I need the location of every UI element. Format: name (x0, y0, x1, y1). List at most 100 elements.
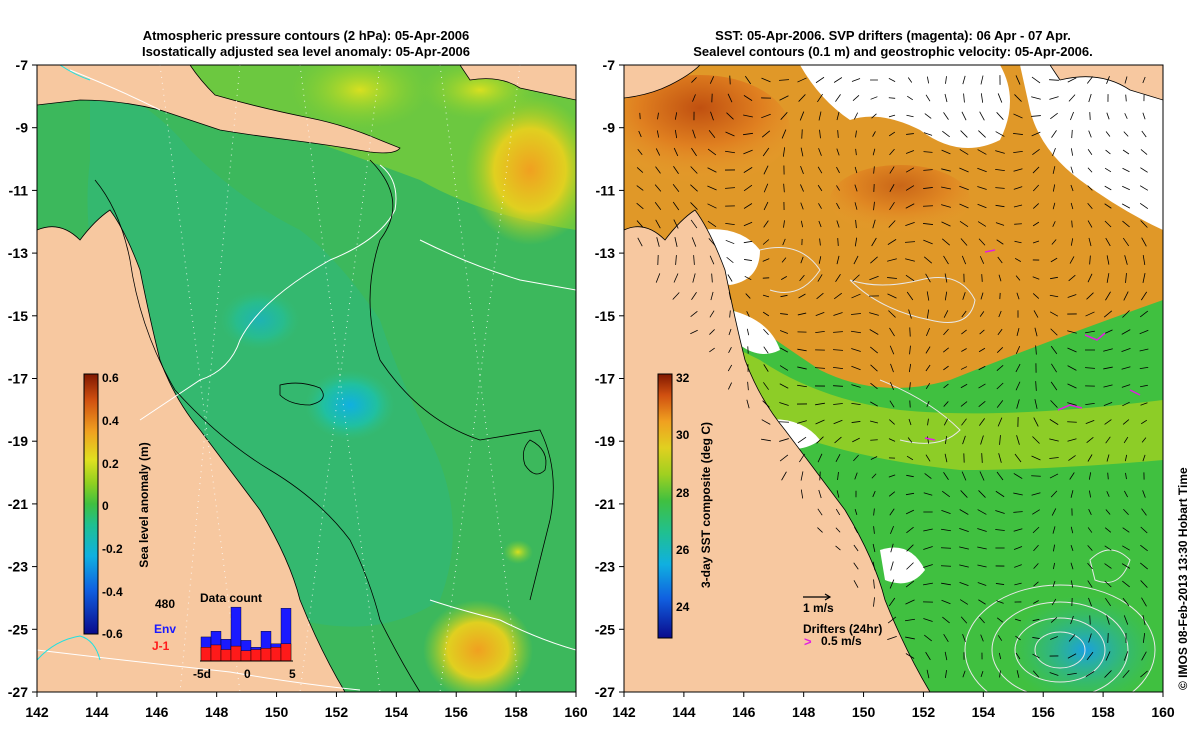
velocity-arrow (871, 237, 877, 247)
right-x-tick-label: 144 (672, 704, 696, 720)
left-x-tick-label: 152 (325, 704, 349, 720)
velocity-arrow (1087, 220, 1093, 228)
velocity-arrow (1142, 273, 1146, 283)
velocity-arrow (873, 166, 875, 174)
velocity-arrow (761, 130, 771, 138)
velocity-arrow (1088, 93, 1092, 103)
right-cbar-tick: 30 (676, 428, 690, 442)
velocity-arrow (978, 599, 986, 605)
velocity-arrow (995, 222, 1005, 226)
velocity-arrow (761, 419, 771, 425)
velocity-arrow (1085, 403, 1095, 405)
velocity-arrow (1141, 508, 1147, 516)
velocity-arrow (1016, 292, 1020, 300)
left-cbar-tick: 0.6 (102, 371, 119, 385)
velocity-arrow (778, 79, 790, 81)
velocity-arrow (1141, 237, 1147, 247)
velocity-arrow (1103, 366, 1113, 370)
velocity-arrow (1089, 615, 1091, 625)
left-cbar-tick: -0.2 (102, 542, 123, 556)
velocity-arrow (1014, 223, 1022, 225)
velocity-arrow (763, 328, 769, 336)
velocity-arrow (1086, 292, 1094, 300)
velocity-arrow (1089, 255, 1091, 265)
velocity-arrow (889, 345, 895, 355)
velocity-arrow (872, 490, 876, 498)
velocity-arrow (725, 222, 735, 226)
velocity-arrow (836, 255, 840, 265)
velocity-arrow (1140, 419, 1148, 425)
velocity-arrow (832, 349, 844, 351)
velocity-arrow (980, 670, 984, 678)
left-x-tick-label: 150 (265, 704, 289, 720)
left-x-tick-label: 146 (145, 704, 169, 720)
velocity-arrow (690, 329, 698, 335)
velocity-arrow (797, 348, 807, 352)
right-cbar-tick: 24 (676, 600, 690, 614)
velocity-arrow (905, 167, 915, 173)
velocity-arrow (797, 312, 807, 316)
right-y-tick-label: -13 (595, 245, 615, 261)
velocity-arrow (1014, 258, 1022, 262)
velocity-arrow (851, 78, 861, 82)
velocity-arrow (836, 111, 840, 121)
velocity-arrow (854, 184, 858, 192)
velocity-arrow (1142, 76, 1146, 84)
velocity-arrow (636, 185, 644, 191)
left-y-tick-label: -21 (8, 496, 28, 512)
left-orange-patch-north (465, 95, 576, 245)
velocity-arrow (780, 313, 788, 315)
velocity-arrow (854, 526, 858, 534)
velocity-arrow (851, 403, 861, 405)
velocity-arrow (815, 76, 825, 84)
velocity-arrow (1049, 311, 1059, 317)
velocity-arrow (907, 95, 913, 101)
velocity-arrow (1085, 367, 1095, 369)
velocity-arrow (1087, 273, 1093, 283)
velocity-arrow (995, 583, 1005, 585)
velocity-arrow (980, 634, 984, 642)
velocity-arrow (1086, 436, 1094, 444)
velocity-arrow (1103, 348, 1113, 352)
left-colorbar-ticks: 0.6 0.4 0.2 0 -0.2 -0.4 -0.6 (102, 371, 123, 641)
velocity-arrow (707, 203, 717, 209)
velocity-arrow (980, 75, 984, 85)
right-x-tick-label: 154 (972, 704, 996, 720)
velocity-arrow (1088, 237, 1092, 247)
velocity-arrow (1067, 402, 1077, 406)
velocity-arrow (674, 237, 678, 247)
velocity-arrow (926, 401, 930, 407)
velocity-arrow (941, 599, 951, 605)
velocity-arrow (906, 474, 914, 478)
velocity-arrow (888, 220, 896, 228)
left-y-tick-label: -27 (8, 684, 28, 700)
velocity-arrow (800, 184, 804, 192)
velocity-arrow (725, 239, 735, 245)
left-cyan-patch (305, 370, 395, 440)
velocity-arrow (1052, 202, 1056, 210)
left-cyan-patch-2 (220, 290, 300, 350)
velocity-arrow (1014, 453, 1022, 463)
velocity-arrow (834, 436, 842, 444)
velocity-arrow (924, 634, 932, 642)
velocity-arrow (1032, 653, 1040, 659)
data-count-tick: -5d (193, 667, 211, 681)
velocity-arrow (1139, 366, 1149, 370)
velocity-arrow (925, 651, 931, 661)
velocity-arrow (782, 238, 786, 246)
velocity-arrow (941, 528, 951, 532)
data-count-bar-j1 (240, 650, 252, 662)
velocity-arrow (1013, 113, 1023, 119)
data-count-title: Data count (200, 591, 262, 605)
velocity-arrow (873, 597, 875, 607)
velocity-arrow (1050, 345, 1058, 355)
velocity-arrow (707, 167, 717, 173)
velocity-arrow (905, 222, 915, 226)
velocity-arrow (690, 202, 698, 210)
velocity-arrow (978, 490, 986, 498)
velocity-arrow (654, 184, 662, 192)
velocity-arrow (1139, 202, 1149, 210)
velocity-arrow (690, 184, 698, 192)
velocity-arrow (925, 273, 931, 283)
velocity-arrow (908, 418, 912, 426)
